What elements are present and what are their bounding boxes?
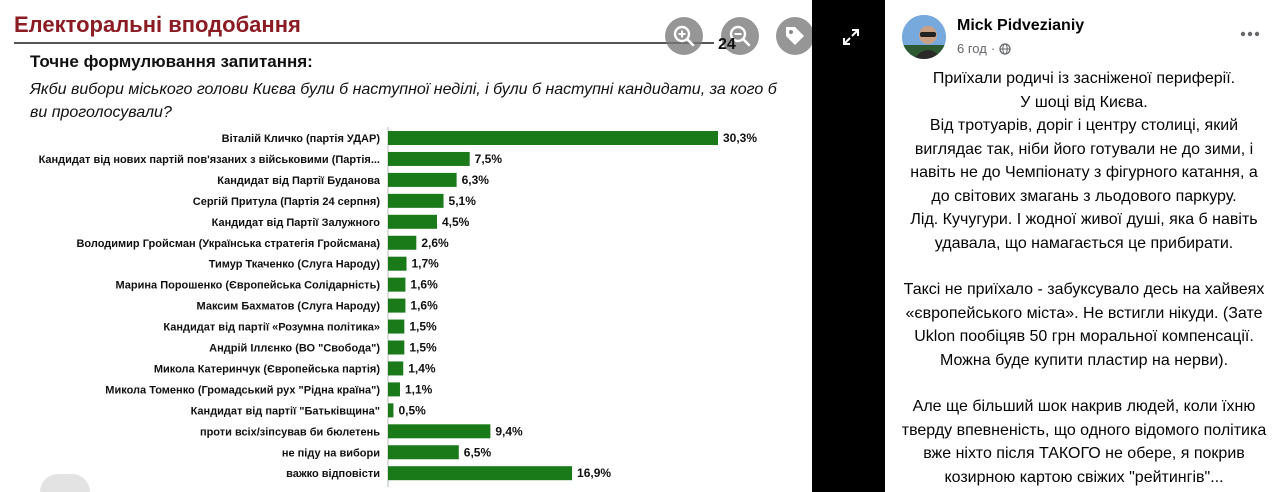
question-heading: Точне формулювання запитання: <box>30 52 313 71</box>
category-label: Максим Бахматов (Слуга Народу) <box>197 301 381 313</box>
category-label: Микола Катеринчук (Європейська партія) <box>154 363 381 375</box>
post-panel: Mick Pidvezianiy 6 год · Приїхали родичі… <box>885 0 1280 492</box>
avatar-image <box>902 15 946 59</box>
bar <box>388 151 470 166</box>
value-label: 1,7% <box>412 257 440 271</box>
value-label: 1,4% <box>408 361 436 375</box>
category-label: Кандидат від нових партій пов'язаних з в… <box>39 154 380 166</box>
category-label: Андрій Іллєнко (ВО "Свобода") <box>209 343 380 355</box>
title-divider <box>14 42 714 44</box>
category-label: Кандидат від партії «Розумна політика» <box>163 322 380 334</box>
category-label: важко відповісти <box>286 468 380 480</box>
bar <box>388 214 438 229</box>
bar <box>388 424 491 439</box>
value-label: 16,9% <box>577 466 611 480</box>
category-label: Микола Томенко (Громадський рух "Рідна к… <box>105 384 380 396</box>
value-label: 5,1% <box>449 194 477 208</box>
value-label: 1,6% <box>410 278 438 292</box>
bar <box>388 382 400 397</box>
category-label: Володимир Гройсман (Українська стратегія… <box>76 238 380 250</box>
post-line: У шоці від Києва. <box>1020 93 1148 111</box>
category-label: Сергій Притула (Партія 24 серпня) <box>193 196 381 208</box>
category-label: Кандидат від Партії Буданова <box>217 175 381 187</box>
value-label: 2,6% <box>421 236 449 250</box>
bar <box>388 340 405 355</box>
tag-icon <box>786 27 804 45</box>
bar <box>388 172 457 187</box>
value-label: 7,5% <box>475 152 503 166</box>
globe-icon <box>999 42 1011 55</box>
question-text: Якби вибори міського голови Києва були б… <box>30 81 777 121</box>
category-label: Тимур Ткаченко (Слуга Народу) <box>209 259 381 271</box>
zoom-out-icon <box>729 25 751 47</box>
category-label: Віталій Кличко (партія УДАР) <box>222 133 381 145</box>
value-label: 1,1% <box>405 382 433 396</box>
tag-button[interactable] <box>776 17 812 55</box>
value-label: 4,5% <box>442 215 470 229</box>
post-line: Таксі не приїхало - забуксувало десь на … <box>903 281 1265 369</box>
bar <box>388 361 404 376</box>
viewer-bottom-control <box>40 474 90 492</box>
bar <box>388 319 405 334</box>
bar <box>388 193 444 208</box>
category-label: Кандидат від партії "Батьківщина" <box>191 405 380 417</box>
more-horizontal-icon <box>1240 31 1260 37</box>
post-text: Приїхали родичі із засніженої периферії.… <box>900 67 1268 489</box>
value-label: 6,5% <box>464 445 492 459</box>
post-line: Приїхали родичі із засніженої периферії. <box>932 70 1236 87</box>
separator-dot: · <box>990 41 996 56</box>
bar <box>388 466 573 481</box>
bar <box>388 277 406 292</box>
paragraph-gap <box>900 255 1268 278</box>
bar <box>388 256 407 271</box>
post-line: Лід. Кучугури. І жодної живої душі, яка … <box>910 211 1258 252</box>
document-title: Електоральні вподобання <box>14 12 301 37</box>
bar <box>388 445 459 460</box>
value-label: 6,3% <box>462 173 490 187</box>
value-label: 1,5% <box>409 341 437 355</box>
post-line: Від тротуарів, доріг і центру столиці, я… <box>910 117 1258 205</box>
bar <box>388 131 718 145</box>
bar <box>388 403 394 418</box>
category-label: Кандидат від Партії Залужного <box>212 217 381 229</box>
post-timestamp[interactable]: 6 год · <box>957 41 1011 56</box>
post-time-text: 6 год <box>957 41 987 56</box>
value-label: 0,5% <box>398 403 426 417</box>
value-label: 30,3% <box>723 131 757 145</box>
zoom-in-icon <box>673 25 695 47</box>
zoom-out-button[interactable] <box>721 17 759 55</box>
avatar[interactable] <box>902 15 946 59</box>
zoom-level-label: 24 <box>718 36 736 53</box>
poll-bar-chart: Віталій Кличко (партія УДАР) 30,3% Кандида… <box>39 127 757 488</box>
zoom-in-button[interactable] <box>665 17 703 55</box>
fullscreen-icon <box>843 29 859 45</box>
author-name[interactable]: Mick Pidvezianiy <box>957 17 1085 34</box>
bar <box>388 235 417 250</box>
value-label: 1,5% <box>409 320 437 334</box>
fullscreen-button[interactable] <box>834 20 868 54</box>
value-label: 1,6% <box>410 299 438 313</box>
category-label: проти всіх/зіпсував би бюлетень <box>200 426 380 438</box>
paragraph-gap <box>900 372 1268 395</box>
image-viewer: Електоральні вподобання Точне формулюван… <box>0 0 812 492</box>
category-label: не піду на вибори <box>282 447 380 459</box>
more-options-button[interactable] <box>1238 24 1262 44</box>
bar <box>388 298 406 313</box>
category-label: Марина Порошенко (Європейська Солідарніс… <box>116 280 381 292</box>
post-line: Але ще більший шок накрив людей, коли їх… <box>901 398 1267 486</box>
value-label: 9,4% <box>495 424 523 438</box>
